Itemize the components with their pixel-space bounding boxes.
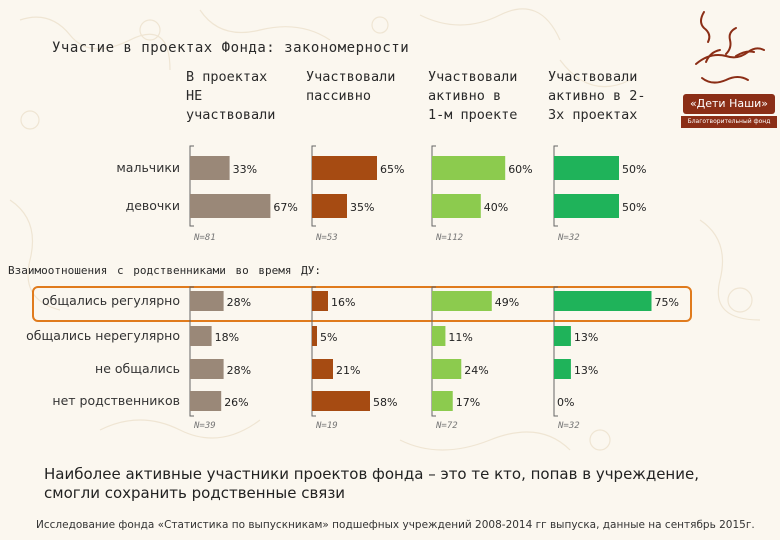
sample-size-label: N=19 [315,421,338,431]
highlight-box [32,286,692,322]
axis-line [553,286,558,417]
bar [312,156,377,180]
row-label: не общались [95,361,180,376]
bar [190,391,222,411]
bar [190,291,224,311]
data-label: 60% [508,163,532,176]
sample-size-label: N=81 [193,233,216,243]
data-label: 16% [331,296,355,309]
axis-line [431,286,436,417]
bar [432,194,481,218]
bar [554,156,619,180]
data-label: 35% [350,201,374,214]
column-header-passive: Участвовали пассивно [306,69,396,104]
sample-size-label: N=72 [435,421,458,431]
data-label: 26% [224,396,248,409]
bar [312,326,317,346]
column-header-active-one: Участвовали активно в 1-м проекте [428,69,518,123]
column-header-not-participated: В проектах НЕ участвовали [186,69,276,123]
axis-line [311,286,316,417]
bar [432,156,506,180]
bar [554,194,619,218]
bar [432,391,453,411]
bar [312,194,347,218]
bar [312,291,328,311]
data-label: 11% [448,331,472,344]
axis-line [431,145,436,227]
data-label: 5% [320,331,337,344]
page-title: Участие в проектах Фонда: закономерности [52,40,410,56]
bar [432,291,492,311]
bar [190,359,224,379]
footnote: Исследование фонда «Статистика по выпуск… [36,519,755,531]
data-label: 67% [273,201,297,214]
section-title: Взаимоотношения с родственниками во врем… [8,264,322,277]
bar [554,291,652,311]
row-label: общались нерегулярно [26,328,180,343]
data-label: 18% [215,331,239,344]
conclusion-text: Наиболее активные участники проектов фон… [44,465,699,502]
bar [190,326,212,346]
data-label: 13% [574,331,598,344]
data-label: 65% [380,163,404,176]
sample-size-label: N=39 [193,421,216,431]
axis-line [189,145,194,227]
data-label: 58% [373,396,397,409]
row-label: мальчики [116,160,180,175]
column-header-active-multi: Участвовали активно в 2- 3х проектах [548,69,646,123]
row-label: девочки [125,198,180,213]
charts: 33% 67% N=81 65% 35% N=53 60% 40% N=112 50% 50% N=3… [189,145,679,431]
bar [432,359,462,379]
bar [312,391,370,411]
data-label: 50% [622,201,646,214]
sample-size-label: N=32 [557,421,580,431]
bar [312,359,333,379]
logo-icon [695,11,765,84]
axis-line [311,145,316,227]
logo-subtitle: Благотворительный фонд [681,116,777,128]
row-label: общались регулярно [42,293,180,308]
data-label: 40% [484,201,508,214]
logo-badge: «Дети Наши» [683,94,775,114]
data-label: 0% [557,396,574,409]
data-label: 49% [495,296,519,309]
data-label: 28% [227,296,251,309]
bar [432,326,446,346]
sample-size-label: N=112 [435,233,463,243]
data-label: 50% [622,163,646,176]
data-label: 21% [336,364,360,377]
data-label: 17% [456,396,480,409]
data-label: 33% [233,163,257,176]
bar [190,194,271,218]
axis-line [553,145,558,227]
bar [554,326,571,346]
data-label: 24% [464,364,488,377]
row-label: нет родственников [52,393,180,408]
data-label: 75% [655,296,679,309]
bar [190,156,230,180]
axis-line [189,286,194,417]
data-label: 28% [227,364,251,377]
bar [554,359,571,379]
sample-size-label: N=32 [557,233,580,243]
data-label: 13% [574,364,598,377]
sample-size-label: N=53 [315,233,338,243]
